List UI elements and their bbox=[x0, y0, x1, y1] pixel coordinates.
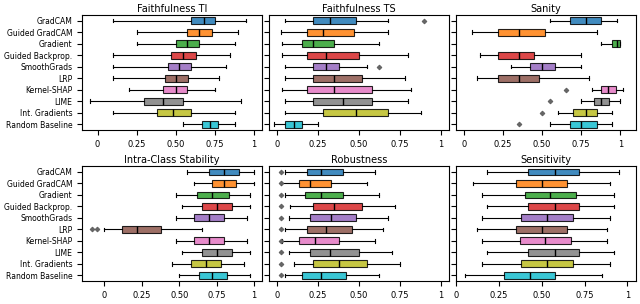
PathPatch shape bbox=[313, 261, 367, 267]
PathPatch shape bbox=[528, 203, 579, 210]
PathPatch shape bbox=[528, 249, 579, 256]
PathPatch shape bbox=[212, 180, 236, 187]
PathPatch shape bbox=[323, 109, 388, 116]
PathPatch shape bbox=[164, 75, 188, 81]
PathPatch shape bbox=[520, 237, 571, 244]
PathPatch shape bbox=[191, 17, 214, 24]
PathPatch shape bbox=[198, 272, 227, 279]
PathPatch shape bbox=[197, 192, 228, 199]
Title: Sanity: Sanity bbox=[531, 4, 561, 14]
PathPatch shape bbox=[302, 272, 346, 279]
PathPatch shape bbox=[175, 40, 199, 47]
PathPatch shape bbox=[516, 180, 568, 187]
PathPatch shape bbox=[285, 121, 302, 127]
PathPatch shape bbox=[612, 40, 620, 47]
PathPatch shape bbox=[602, 86, 616, 93]
Title: Faithfulness TI: Faithfulness TI bbox=[136, 4, 207, 14]
PathPatch shape bbox=[530, 63, 555, 70]
PathPatch shape bbox=[313, 17, 356, 24]
PathPatch shape bbox=[573, 109, 597, 116]
PathPatch shape bbox=[525, 192, 576, 199]
PathPatch shape bbox=[194, 215, 224, 221]
PathPatch shape bbox=[202, 203, 232, 210]
PathPatch shape bbox=[209, 168, 239, 175]
PathPatch shape bbox=[522, 261, 573, 267]
Title: Sensitivity: Sensitivity bbox=[520, 155, 572, 165]
PathPatch shape bbox=[522, 215, 573, 221]
PathPatch shape bbox=[302, 40, 335, 47]
PathPatch shape bbox=[122, 226, 161, 233]
PathPatch shape bbox=[305, 192, 342, 199]
PathPatch shape bbox=[313, 98, 372, 105]
PathPatch shape bbox=[310, 215, 356, 221]
PathPatch shape bbox=[187, 29, 212, 36]
PathPatch shape bbox=[194, 237, 224, 244]
PathPatch shape bbox=[307, 52, 359, 59]
PathPatch shape bbox=[298, 180, 331, 187]
PathPatch shape bbox=[528, 168, 579, 175]
Title: Robustness: Robustness bbox=[331, 155, 387, 165]
PathPatch shape bbox=[499, 75, 539, 81]
PathPatch shape bbox=[163, 86, 187, 93]
PathPatch shape bbox=[171, 52, 196, 59]
PathPatch shape bbox=[157, 109, 191, 116]
PathPatch shape bbox=[307, 29, 354, 36]
PathPatch shape bbox=[313, 75, 362, 81]
PathPatch shape bbox=[202, 121, 218, 127]
PathPatch shape bbox=[313, 63, 339, 70]
Title: Faithfulness TS: Faithfulness TS bbox=[322, 4, 396, 14]
PathPatch shape bbox=[516, 226, 568, 233]
PathPatch shape bbox=[504, 272, 556, 279]
PathPatch shape bbox=[202, 249, 232, 256]
PathPatch shape bbox=[307, 86, 372, 93]
PathPatch shape bbox=[307, 168, 342, 175]
PathPatch shape bbox=[298, 237, 339, 244]
PathPatch shape bbox=[499, 29, 545, 36]
PathPatch shape bbox=[594, 98, 609, 105]
PathPatch shape bbox=[191, 261, 221, 267]
PathPatch shape bbox=[570, 17, 602, 24]
PathPatch shape bbox=[168, 63, 191, 70]
PathPatch shape bbox=[307, 226, 353, 233]
Title: Intra-Class Stability: Intra-Class Stability bbox=[124, 155, 220, 165]
PathPatch shape bbox=[145, 98, 184, 105]
PathPatch shape bbox=[313, 203, 362, 210]
PathPatch shape bbox=[499, 52, 534, 59]
PathPatch shape bbox=[310, 249, 359, 256]
PathPatch shape bbox=[570, 121, 597, 127]
